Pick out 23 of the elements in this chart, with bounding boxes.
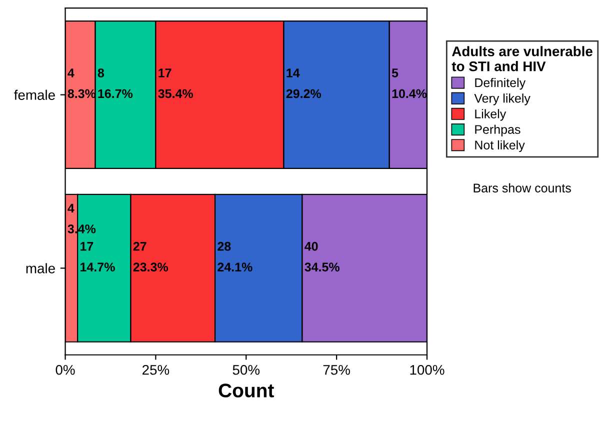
data-label: 27 23.3%	[133, 242, 168, 272]
x-axis-title: Count	[218, 384, 274, 398]
text: Bars show counts	[474, 183, 571, 192]
legend-title: Adults are vulnerable to STI and HIV	[452, 46, 592, 72]
y-tick-label: female	[14, 90, 55, 100]
data-label: 5 10.4%	[392, 68, 427, 98]
legend-label: Definitely	[475, 78, 526, 90]
data-label: 14 29.2%	[286, 68, 322, 98]
data-label: 17 35.4%	[158, 68, 193, 98]
data-label: 17 14.7%	[80, 242, 115, 272]
data-label: 40 34.5%	[304, 242, 340, 272]
x-tick-label: 0%	[56, 364, 75, 375]
legend-label: Likely	[475, 109, 506, 121]
x-tick-label: 50%	[232, 364, 260, 375]
legend-label: Perhpas	[475, 124, 520, 136]
x-tick-label: 75%	[323, 365, 350, 375]
data-label: 8 16.7%	[98, 68, 133, 98]
x-tick-label: 100%	[410, 364, 444, 375]
legend-label: Not likely	[475, 140, 525, 152]
y-tick-label: male	[26, 263, 55, 274]
data-label: 28 24.1%	[218, 242, 252, 272]
x-tick-label: 25%	[142, 364, 170, 375]
legend-label: Very likely	[474, 94, 530, 106]
